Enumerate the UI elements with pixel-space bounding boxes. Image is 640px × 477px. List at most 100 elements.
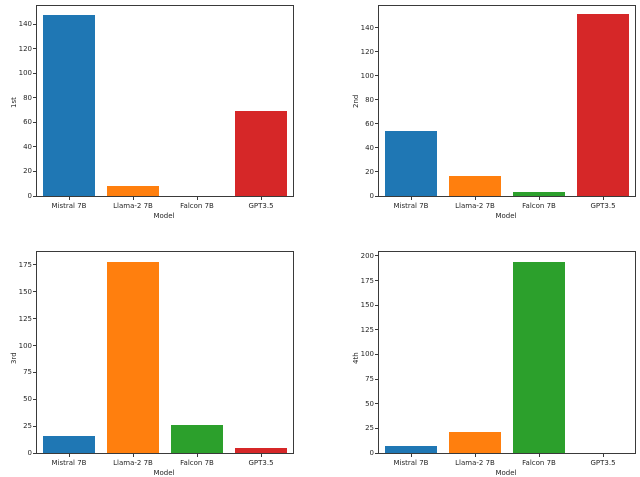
x-tick-mark [197,196,198,200]
y-tick-mark [33,291,37,293]
x-tick-label-falcon-7b: Falcon 7B [180,459,214,467]
y-tick-mark [375,427,379,429]
y-tick-label: 20 [23,167,32,176]
y-tick-label: 25 [365,424,374,433]
y-tick-label: 0 [369,449,374,457]
bar-llama-2-7b [449,432,501,453]
x-tick-label-gpt3-5: GPT3.5 [248,202,274,210]
y-tick-mark [33,97,37,99]
x-tick-mark [603,196,604,200]
y-tick-label: 125 [18,314,32,323]
y-tick-mark [375,195,379,197]
y-tick-mark [33,170,37,172]
x-tick-label-mistral-7b: Mistral 7B [393,459,429,467]
bar-gpt3-5 [235,447,287,453]
y-tick-mark [375,403,379,405]
x-tick-mark [475,453,476,457]
y-tick-label: 50 [365,399,374,408]
y-tick-label: 75 [23,368,32,377]
subplot-rank-2nd: 2nd 0 20 40 60 80 100 120 140 Mistral 7B Llama-2 … [320,0,640,239]
bar-mistral-7b [385,131,437,196]
y-tick-label: 80 [23,93,32,102]
y-tick-mark [33,398,37,400]
x-tick-label-llama-2-7b: Llama-2 7B [455,202,495,210]
x-tick-label-gpt3-5: GPT3.5 [590,202,616,210]
subplot-rank-4th: 4th 0 25 50 75 100 125 150 175 200 Mistral 7B Llam… [320,239,640,477]
y-tick-mark [375,75,379,77]
plot-area: 0 25 50 75 100 125 150 175 Mistral 7B Llama-2 7B F… [19,251,294,467]
y-tick-label: 0 [27,449,32,457]
x-tick-mark [69,453,70,457]
x-tick-label-llama-2-7b: Llama-2 7B [455,459,495,467]
y-tick-label: 75 [365,375,374,384]
y-tick-mark [375,147,379,149]
y-tick-mark [33,195,37,197]
y-tick-label: 175 [18,260,32,269]
bar-llama-2-7b [449,175,501,196]
x-tick-label-mistral-7b: Mistral 7B [393,202,429,210]
y-tick-label: 200 [360,251,374,260]
y-tick-label: 100 [18,341,32,350]
y-tick-mark [375,171,379,173]
y-tick-label: 120 [18,44,32,53]
y-tick-mark [375,353,379,355]
y-tick-mark [375,329,379,331]
y-tick-label: 175 [360,276,374,285]
bar-mistral-7b [43,435,95,453]
y-tick-label: 40 [365,143,374,152]
bar-falcon-7b [513,192,565,196]
plot-area: 0 20 40 60 80 100 120 140 Mistral 7B Llama-2 7B Fa… [19,5,294,210]
subplot-rank-3rd: 3rd 0 25 50 75 100 125 150 175 Mistral 7B Llama-2… [0,239,320,477]
bar-falcon-7b [513,261,565,453]
x-tick-label-gpt3-5: GPT3.5 [590,459,616,467]
x-tick-mark [539,453,540,457]
y-tick-label: 80 [365,95,374,104]
y-tick-label: 100 [360,350,374,359]
x-tick-label-falcon-7b: Falcon 7B [522,202,556,210]
x-tick-label-llama-2-7b: Llama-2 7B [113,202,153,210]
y-tick-mark [33,425,37,427]
x-tick-label-mistral-7b: Mistral 7B [51,202,87,210]
x-tick-mark [197,453,198,457]
y-tick-label: 40 [23,142,32,151]
x-tick-mark [411,196,412,200]
bar-llama-2-7b [107,261,159,453]
x-tick-mark [539,196,540,200]
bar-mistral-7b [43,14,95,196]
x-tick-label-mistral-7b: Mistral 7B [51,459,87,467]
x-axis-label: Model [495,212,517,220]
bar-gpt3-5 [235,111,287,196]
x-tick-mark [603,453,604,457]
x-tick-mark [411,453,412,457]
y-tick-label: 140 [360,23,374,32]
y-tick-mark [375,27,379,29]
x-axis-label: Model [153,212,175,220]
y-tick-label: 60 [23,118,32,127]
x-axis-label: Model [495,469,517,477]
x-tick-mark [261,453,262,457]
y-tick-label: 150 [18,287,32,296]
bar-llama-2-7b [107,186,159,196]
y-tick-label: 60 [365,119,374,128]
bar-falcon-7b [171,425,223,453]
plot-area: 0 25 50 75 100 125 150 175 200 Mistral 7B Llama-2 … [361,251,636,467]
y-tick-mark [33,318,37,320]
y-tick-mark [33,264,37,266]
x-tick-mark [261,196,262,200]
y-tick-label: 100 [18,69,32,78]
x-axis-label: Model [153,469,175,477]
y-tick-label: 50 [23,395,32,404]
y-tick-mark [375,123,379,125]
y-axis-label: 3rd [10,352,18,364]
y-tick-mark [33,345,37,346]
bar-gpt3-5 [577,14,629,196]
y-tick-label: 100 [360,71,374,80]
y-tick-mark [375,280,379,282]
y-tick-label: 125 [360,325,374,334]
x-tick-label-falcon-7b: Falcon 7B [522,459,556,467]
y-tick-mark [33,371,37,373]
y-tick-mark [375,51,379,53]
y-tick-mark [33,146,37,148]
y-tick-mark [375,255,379,257]
